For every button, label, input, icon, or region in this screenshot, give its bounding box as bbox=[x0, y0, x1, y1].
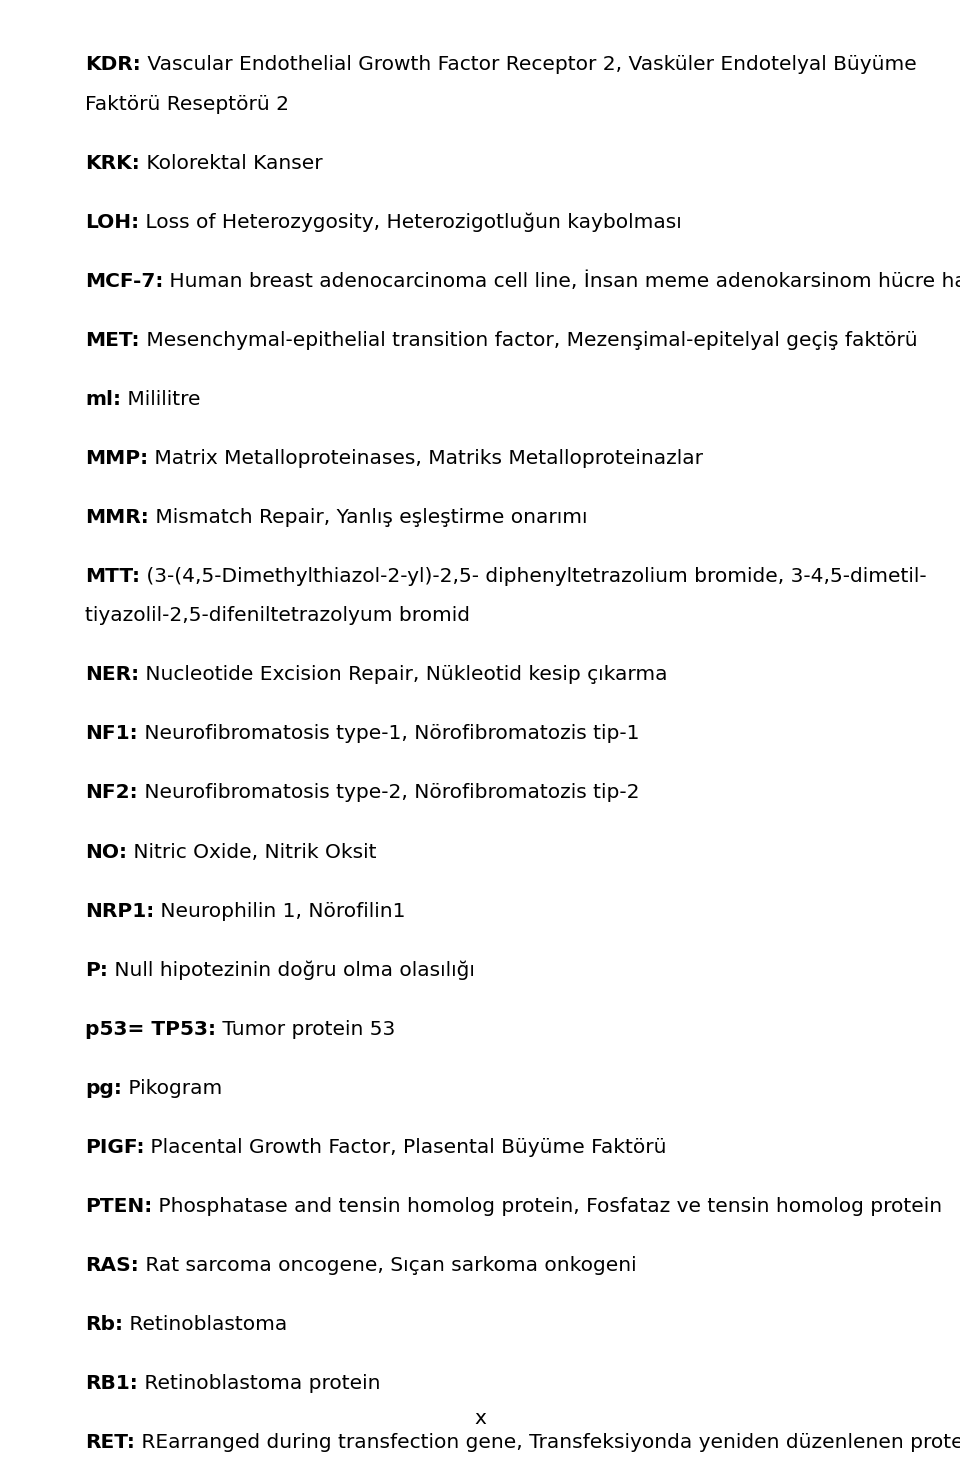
Text: Placental Growth Factor, Plasental Büyüme Faktörü: Placental Growth Factor, Plasental Büyüm… bbox=[145, 1138, 667, 1157]
Text: P:: P: bbox=[85, 961, 108, 980]
Text: NER:: NER: bbox=[85, 666, 139, 685]
Text: MMP:: MMP: bbox=[85, 449, 148, 468]
Text: PIGF:: PIGF: bbox=[85, 1138, 145, 1157]
Text: PTEN:: PTEN: bbox=[85, 1197, 153, 1216]
Text: Nucleotide Excision Repair, Nükleotid kesip çıkarma: Nucleotide Excision Repair, Nükleotid ke… bbox=[139, 666, 667, 685]
Text: MTT:: MTT: bbox=[85, 566, 140, 585]
Text: RB1:: RB1: bbox=[85, 1374, 137, 1393]
Text: Retinoblastoma protein: Retinoblastoma protein bbox=[137, 1374, 380, 1393]
Text: NF2:: NF2: bbox=[85, 784, 137, 803]
Text: Loss of Heterozygosity, Heterozigotluğun kaybolması: Loss of Heterozygosity, Heterozigotluğun… bbox=[139, 212, 682, 233]
Text: Neurofibromatosis type-1, Nörofibromatozis tip-1: Neurofibromatosis type-1, Nörofibromatoz… bbox=[137, 724, 639, 743]
Text: Null hipotezinin doğru olma olasılığı: Null hipotezinin doğru olma olasılığı bbox=[108, 961, 475, 980]
Text: Tumor protein 53: Tumor protein 53 bbox=[216, 1020, 396, 1039]
Text: KRK:: KRK: bbox=[85, 154, 140, 173]
Text: pg:: pg: bbox=[85, 1078, 122, 1097]
Text: Kolorektal Kanser: Kolorektal Kanser bbox=[140, 154, 323, 173]
Text: MCF-7:: MCF-7: bbox=[85, 272, 163, 291]
Text: MET:: MET: bbox=[85, 331, 139, 350]
Text: Rb:: Rb: bbox=[85, 1315, 123, 1334]
Text: Human breast adenocarcinoma cell line, İnsan meme adenokarsinom hücre hattı: Human breast adenocarcinoma cell line, İ… bbox=[163, 272, 960, 291]
Text: Neurophilin 1, Nörofilin1: Neurophilin 1, Nörofilin1 bbox=[155, 901, 406, 920]
Text: Vascular Endothelial Growth Factor Receptor 2, Vasküler Endotelyal Büyüme: Vascular Endothelial Growth Factor Recep… bbox=[141, 56, 917, 75]
Text: p53= TP53:: p53= TP53: bbox=[85, 1020, 216, 1039]
Text: Faktörü Reseptörü 2: Faktörü Reseptörü 2 bbox=[85, 95, 289, 114]
Text: Rat sarcoma oncogene, Sıçan sarkoma onkogeni: Rat sarcoma oncogene, Sıçan sarkoma onko… bbox=[139, 1255, 636, 1274]
Text: NRP1:: NRP1: bbox=[85, 901, 155, 920]
Text: NO:: NO: bbox=[85, 843, 127, 862]
Text: KDR:: KDR: bbox=[85, 56, 141, 75]
Text: Mismatch Repair, Yanlış eşleştirme onarımı: Mismatch Repair, Yanlış eşleştirme onarı… bbox=[149, 508, 588, 527]
Text: Retinoblastoma: Retinoblastoma bbox=[123, 1315, 287, 1334]
Text: RET:: RET: bbox=[85, 1432, 134, 1451]
Text: (3-(4,5-Dimethylthiazol-2-yl)-2,5- diphenyltetrazolium bromide, 3-4,5-dimetil-: (3-(4,5-Dimethylthiazol-2-yl)-2,5- diphe… bbox=[140, 566, 926, 585]
Text: NF1:: NF1: bbox=[85, 724, 137, 743]
Text: Pikogram: Pikogram bbox=[122, 1078, 222, 1097]
Text: Mesenchymal-epithelial transition factor, Mezenşimal-epitelyal geçiş faktörü: Mesenchymal-epithelial transition factor… bbox=[139, 331, 917, 350]
Text: Mililitre: Mililitre bbox=[121, 389, 201, 408]
Text: Matrix Metalloproteinases, Matriks Metalloproteinazlar: Matrix Metalloproteinases, Matriks Metal… bbox=[148, 449, 703, 468]
Text: REarranged during transfection gene, Transfeksiyonda yeniden düzenlenen protein.: REarranged during transfection gene, Tra… bbox=[134, 1432, 960, 1451]
Text: LOH:: LOH: bbox=[85, 212, 139, 231]
Text: RAS:: RAS: bbox=[85, 1255, 139, 1274]
Text: tiyazolil-2,5-difeniltetrazolyum bromid: tiyazolil-2,5-difeniltetrazolyum bromid bbox=[85, 606, 470, 625]
Text: ml:: ml: bbox=[85, 389, 121, 408]
Text: MMR:: MMR: bbox=[85, 508, 149, 527]
Text: Nitric Oxide, Nitrik Oksit: Nitric Oxide, Nitrik Oksit bbox=[127, 843, 376, 862]
Text: Neurofibromatosis type-2, Nörofibromatozis tip-2: Neurofibromatosis type-2, Nörofibromatoz… bbox=[137, 784, 639, 803]
Text: x: x bbox=[474, 1409, 486, 1428]
Text: Phosphatase and tensin homolog protein, Fosfataz ve tensin homolog protein: Phosphatase and tensin homolog protein, … bbox=[153, 1197, 943, 1216]
